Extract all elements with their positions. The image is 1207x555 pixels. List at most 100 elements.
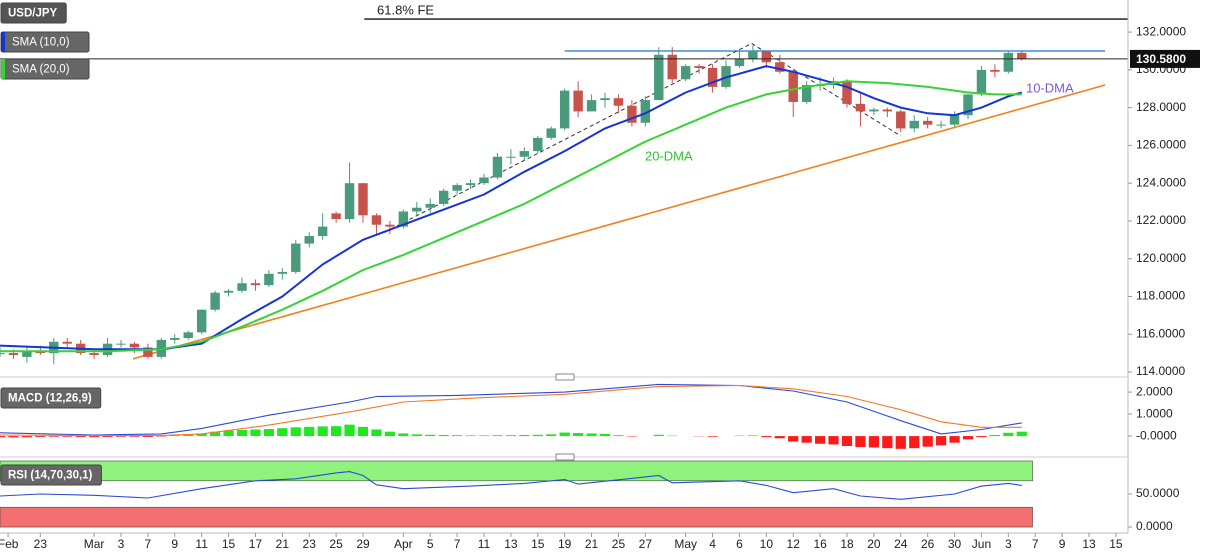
histogram-bar [102, 436, 113, 437]
histogram-bar [236, 429, 248, 437]
candle-body [170, 338, 180, 340]
histogram-bar [707, 436, 718, 437]
legend-box [0, 2, 67, 24]
candle-body [1017, 52, 1027, 59]
histogram-bar [89, 436, 100, 438]
candle-body [680, 66, 691, 80]
line [0, 80, 1022, 353]
y-tick-label: 126.0000 [1136, 138, 1186, 152]
candle-body [210, 292, 220, 310]
legend-text: MACD (12,26,9) [8, 393, 92, 405]
candle-body [707, 67, 718, 87]
candle-body [0, 353, 5, 355]
histogram-bar [922, 436, 933, 447]
x-tick-label: 26 [921, 537, 935, 551]
x-tick-label: 20 [867, 537, 881, 551]
annotation: 61.8% FE [377, 2, 434, 17]
histogram-bar [129, 436, 140, 437]
candle-body [694, 66, 704, 68]
candle-body [627, 105, 637, 123]
x-tick-label: 12 [787, 537, 801, 551]
histogram-bar [452, 435, 463, 437]
candle-body [600, 98, 610, 101]
candle-body [412, 207, 422, 212]
pane-grip[interactable] [555, 453, 575, 461]
histogram-bar [613, 435, 624, 437]
x-tick-label: 9 [171, 537, 178, 551]
x-tick-label: 25 [329, 537, 343, 551]
candle-body [250, 283, 261, 286]
histogram-bar [115, 436, 127, 437]
x-tick-label: Apr [394, 537, 413, 551]
histogram-bar [169, 435, 180, 437]
candle-body [909, 120, 919, 129]
candle-body [1003, 52, 1014, 72]
candle-body [223, 290, 234, 293]
legend-text: SMA (10,0) [12, 37, 70, 49]
legend-text: USD/JPY [8, 8, 58, 20]
histogram-bar [196, 433, 207, 437]
histogram-bar [599, 433, 611, 437]
histogram-bar [1003, 432, 1014, 437]
histogram-bar [828, 436, 839, 445]
histogram-bar [801, 436, 812, 443]
histogram-bar [653, 434, 664, 437]
histogram-bar [586, 433, 597, 437]
candle-body [976, 69, 987, 95]
histogram-bar [438, 434, 449, 437]
histogram-bar [411, 434, 422, 437]
x-tick-label: 27 [639, 537, 653, 551]
x-tick-label: 10 [760, 537, 774, 551]
x-tick-label: Feb [0, 537, 19, 551]
pane-grip[interactable] [555, 373, 575, 381]
histogram-bar [936, 436, 947, 446]
candle-body [869, 109, 879, 112]
candle-body [896, 111, 906, 129]
histogram-bar [183, 434, 194, 437]
annotation: 10-DMA [1026, 80, 1074, 95]
candle-body [264, 273, 274, 286]
x-tick-label: May [674, 537, 697, 551]
histogram-bar [976, 436, 987, 438]
candle-body [855, 103, 866, 112]
histogram-bar [331, 426, 342, 437]
last-price-label: 130.5800 [1136, 52, 1186, 66]
x-tick-label: 9 [1059, 537, 1066, 551]
histogram-bar [505, 435, 517, 437]
legend-box [0, 464, 102, 486]
histogram-bar [519, 434, 530, 437]
histogram-bar [788, 436, 799, 442]
indicator-legend: USD/JPY [0, 2, 67, 24]
candle-body [546, 128, 556, 138]
candle-body [922, 120, 933, 125]
candle-body [89, 353, 99, 356]
histogram-bar [210, 431, 221, 437]
x-tick-label: 23 [34, 537, 48, 551]
histogram-bar [882, 436, 893, 449]
histogram-bar [263, 429, 275, 437]
histogram-bar [304, 426, 315, 437]
y-tick-label: 2.0000 [1136, 384, 1173, 398]
x-tick-label: 15 [222, 537, 236, 551]
candle-body [129, 343, 140, 348]
y-tick-label: 50.0000 [1136, 486, 1180, 500]
histogram-bar [478, 435, 490, 437]
histogram-bar [21, 436, 32, 438]
legend-swatch [1, 32, 5, 52]
y-tick-label: 1.0000 [1136, 406, 1173, 420]
histogram-bar [559, 432, 570, 437]
line [0, 384, 1022, 437]
line [0, 383, 1022, 436]
x-tick-label: 7 [454, 537, 461, 551]
histogram-bar [357, 426, 369, 437]
candle-body [734, 58, 745, 67]
legend-swatch [1, 59, 5, 79]
x-tick-label: 7 [1032, 537, 1039, 551]
histogram-bar [465, 435, 476, 437]
x-tick-label: 6 [736, 537, 743, 551]
histogram-bar [398, 433, 409, 437]
x-tick-label: 11 [195, 537, 208, 551]
candle-body [358, 183, 368, 216]
histogram-bar [747, 435, 759, 437]
